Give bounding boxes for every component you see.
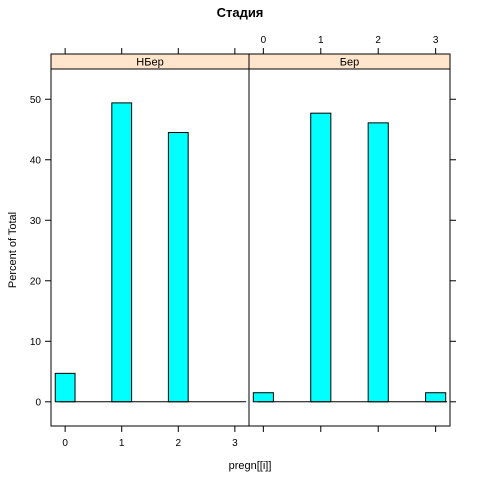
panel-strip-label: Бер bbox=[340, 57, 359, 69]
y-tick-label: 20 bbox=[30, 276, 42, 287]
x-tick-label: 1 bbox=[119, 438, 125, 449]
bar bbox=[54, 372, 76, 403]
panel-1: НБер 0 1 2 3 bbox=[50, 48, 250, 449]
x-tick-label: 3 bbox=[433, 35, 439, 46]
bar bbox=[367, 122, 389, 403]
y-tick-label: 0 bbox=[35, 397, 41, 408]
x-tick-label: 2 bbox=[176, 438, 182, 449]
x-tick-label: 1 bbox=[318, 35, 324, 46]
y-tick-label: 10 bbox=[30, 337, 42, 348]
panel-2: Бер 0 1 2 3 bbox=[248, 35, 451, 432]
bar bbox=[252, 392, 274, 403]
x-axis-title: pregn[[i]] bbox=[229, 460, 272, 472]
x-tick-label: 0 bbox=[62, 438, 68, 449]
y-tick-label: 50 bbox=[30, 95, 42, 106]
bar bbox=[167, 132, 189, 403]
bar bbox=[111, 102, 133, 403]
chart-title: Стадия bbox=[217, 5, 264, 20]
y-tick-label: 40 bbox=[30, 155, 42, 166]
panel-strip-label: НБер bbox=[136, 57, 163, 69]
panel-frame bbox=[248, 53, 451, 427]
x-tick-label: 2 bbox=[375, 35, 381, 46]
y-axis-title: Percent of Total bbox=[7, 212, 19, 288]
x-tick-label: 0 bbox=[261, 35, 267, 46]
panel-frame bbox=[50, 53, 250, 427]
bar bbox=[310, 112, 332, 403]
bar bbox=[425, 392, 447, 403]
y-tick-label: 30 bbox=[30, 216, 42, 227]
x-tick-label: 3 bbox=[232, 438, 238, 449]
